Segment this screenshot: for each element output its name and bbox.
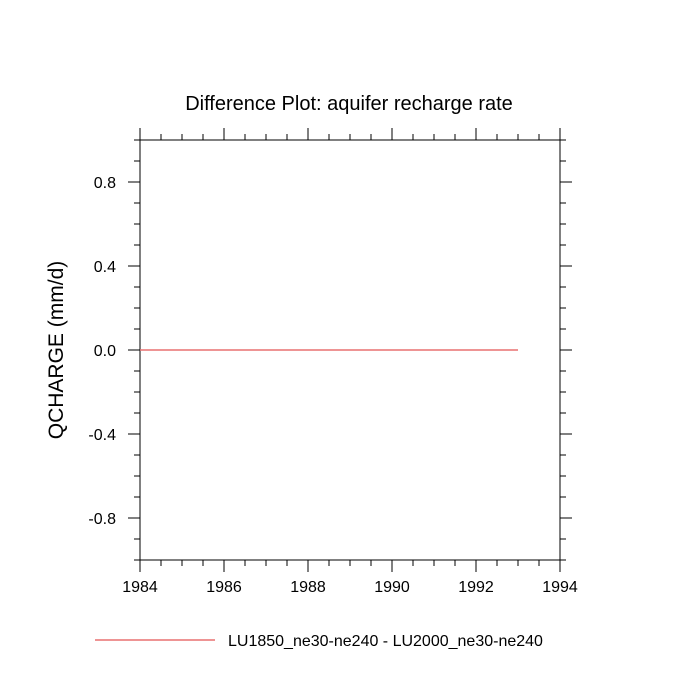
axis-ticks	[128, 128, 572, 572]
x-tick-label: 1986	[206, 579, 242, 596]
x-tick-label: 1994	[542, 579, 578, 596]
legend-label: LU1850_ne30-ne240 - LU2000_ne30-ne240	[228, 633, 543, 650]
y-tick-label: -0.8	[88, 511, 116, 528]
y-tick-label: -0.4	[88, 427, 116, 444]
y-tick-label: 0.0	[94, 343, 116, 360]
x-tick-label: 1990	[374, 579, 410, 596]
chart-title: Difference Plot: aquifer recharge rate	[185, 93, 513, 115]
tick-labels: 1984 1986 1988 1990 1992 1994 0.8 0.4 0.0 -0.4 -0.…	[88, 175, 577, 596]
x-tick-label: 1984	[122, 579, 158, 596]
y-tick-label: 0.8	[94, 175, 116, 192]
x-tick-label: 1988	[290, 579, 326, 596]
x-tick-label: 1992	[458, 579, 494, 596]
y-axis-label: QCHARGE (mm/d)	[45, 261, 68, 440]
legend: LU1850_ne30-ne240 - LU2000_ne30-ne240	[95, 633, 543, 650]
y-tick-label: 0.4	[94, 259, 116, 276]
